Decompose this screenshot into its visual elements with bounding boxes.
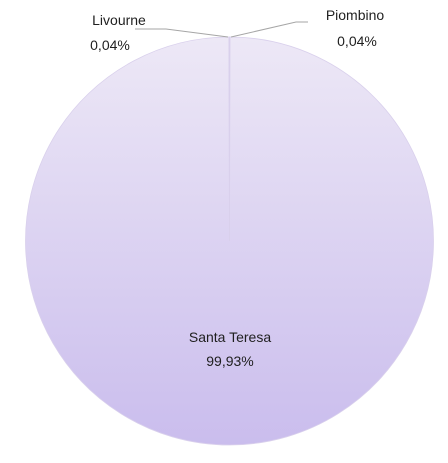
slice-value-santa-teresa: 99,93% [206, 353, 253, 369]
leader-line-livourne [135, 28, 229, 38]
pie-slice-livourne [228, 36, 230, 242]
pie-slices [25, 36, 434, 446]
slice-label-livourne: Livourne [92, 12, 146, 28]
slice-value-livourne: 0,04% [90, 37, 130, 53]
slice-value-piombino: 0,04% [337, 33, 377, 49]
leader-line-piombino [230, 21, 308, 38]
slice-label-piombino: Piombino [326, 7, 385, 23]
slice-label-santa-teresa: Santa Teresa [189, 329, 271, 345]
